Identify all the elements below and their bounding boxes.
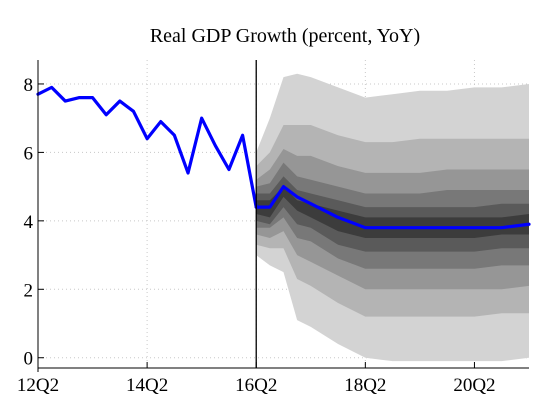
fan-band-6 [256, 186, 529, 238]
tick-labels: 0 2 4 6 8 12Q2 14Q2 16Q2 18Q2 20Q2 [17, 75, 496, 396]
fan-bands [256, 73, 529, 362]
y-tick-label-1: 2 [24, 280, 34, 301]
x-tick-label-3: 18Q2 [344, 375, 386, 396]
x-tick-label-4: 20Q2 [453, 375, 495, 396]
y-tick-label-0: 0 [24, 349, 34, 370]
axes [37, 60, 529, 372]
x-tick-label-2: 16Q2 [235, 375, 277, 396]
y-tick-label-3: 6 [24, 143, 34, 164]
series-line-history [36, 85, 258, 209]
y-tick-label-2: 4 [24, 212, 34, 233]
y-tick-label-4: 8 [24, 75, 34, 96]
data-lines [36, 85, 531, 230]
series-line-forecast [254, 185, 531, 230]
x-tick-label-0: 12Q2 [17, 375, 59, 396]
chart-title: Real GDP Growth (percent, YoY) [150, 25, 420, 47]
x-tick-label-1: 14Q2 [126, 375, 168, 396]
